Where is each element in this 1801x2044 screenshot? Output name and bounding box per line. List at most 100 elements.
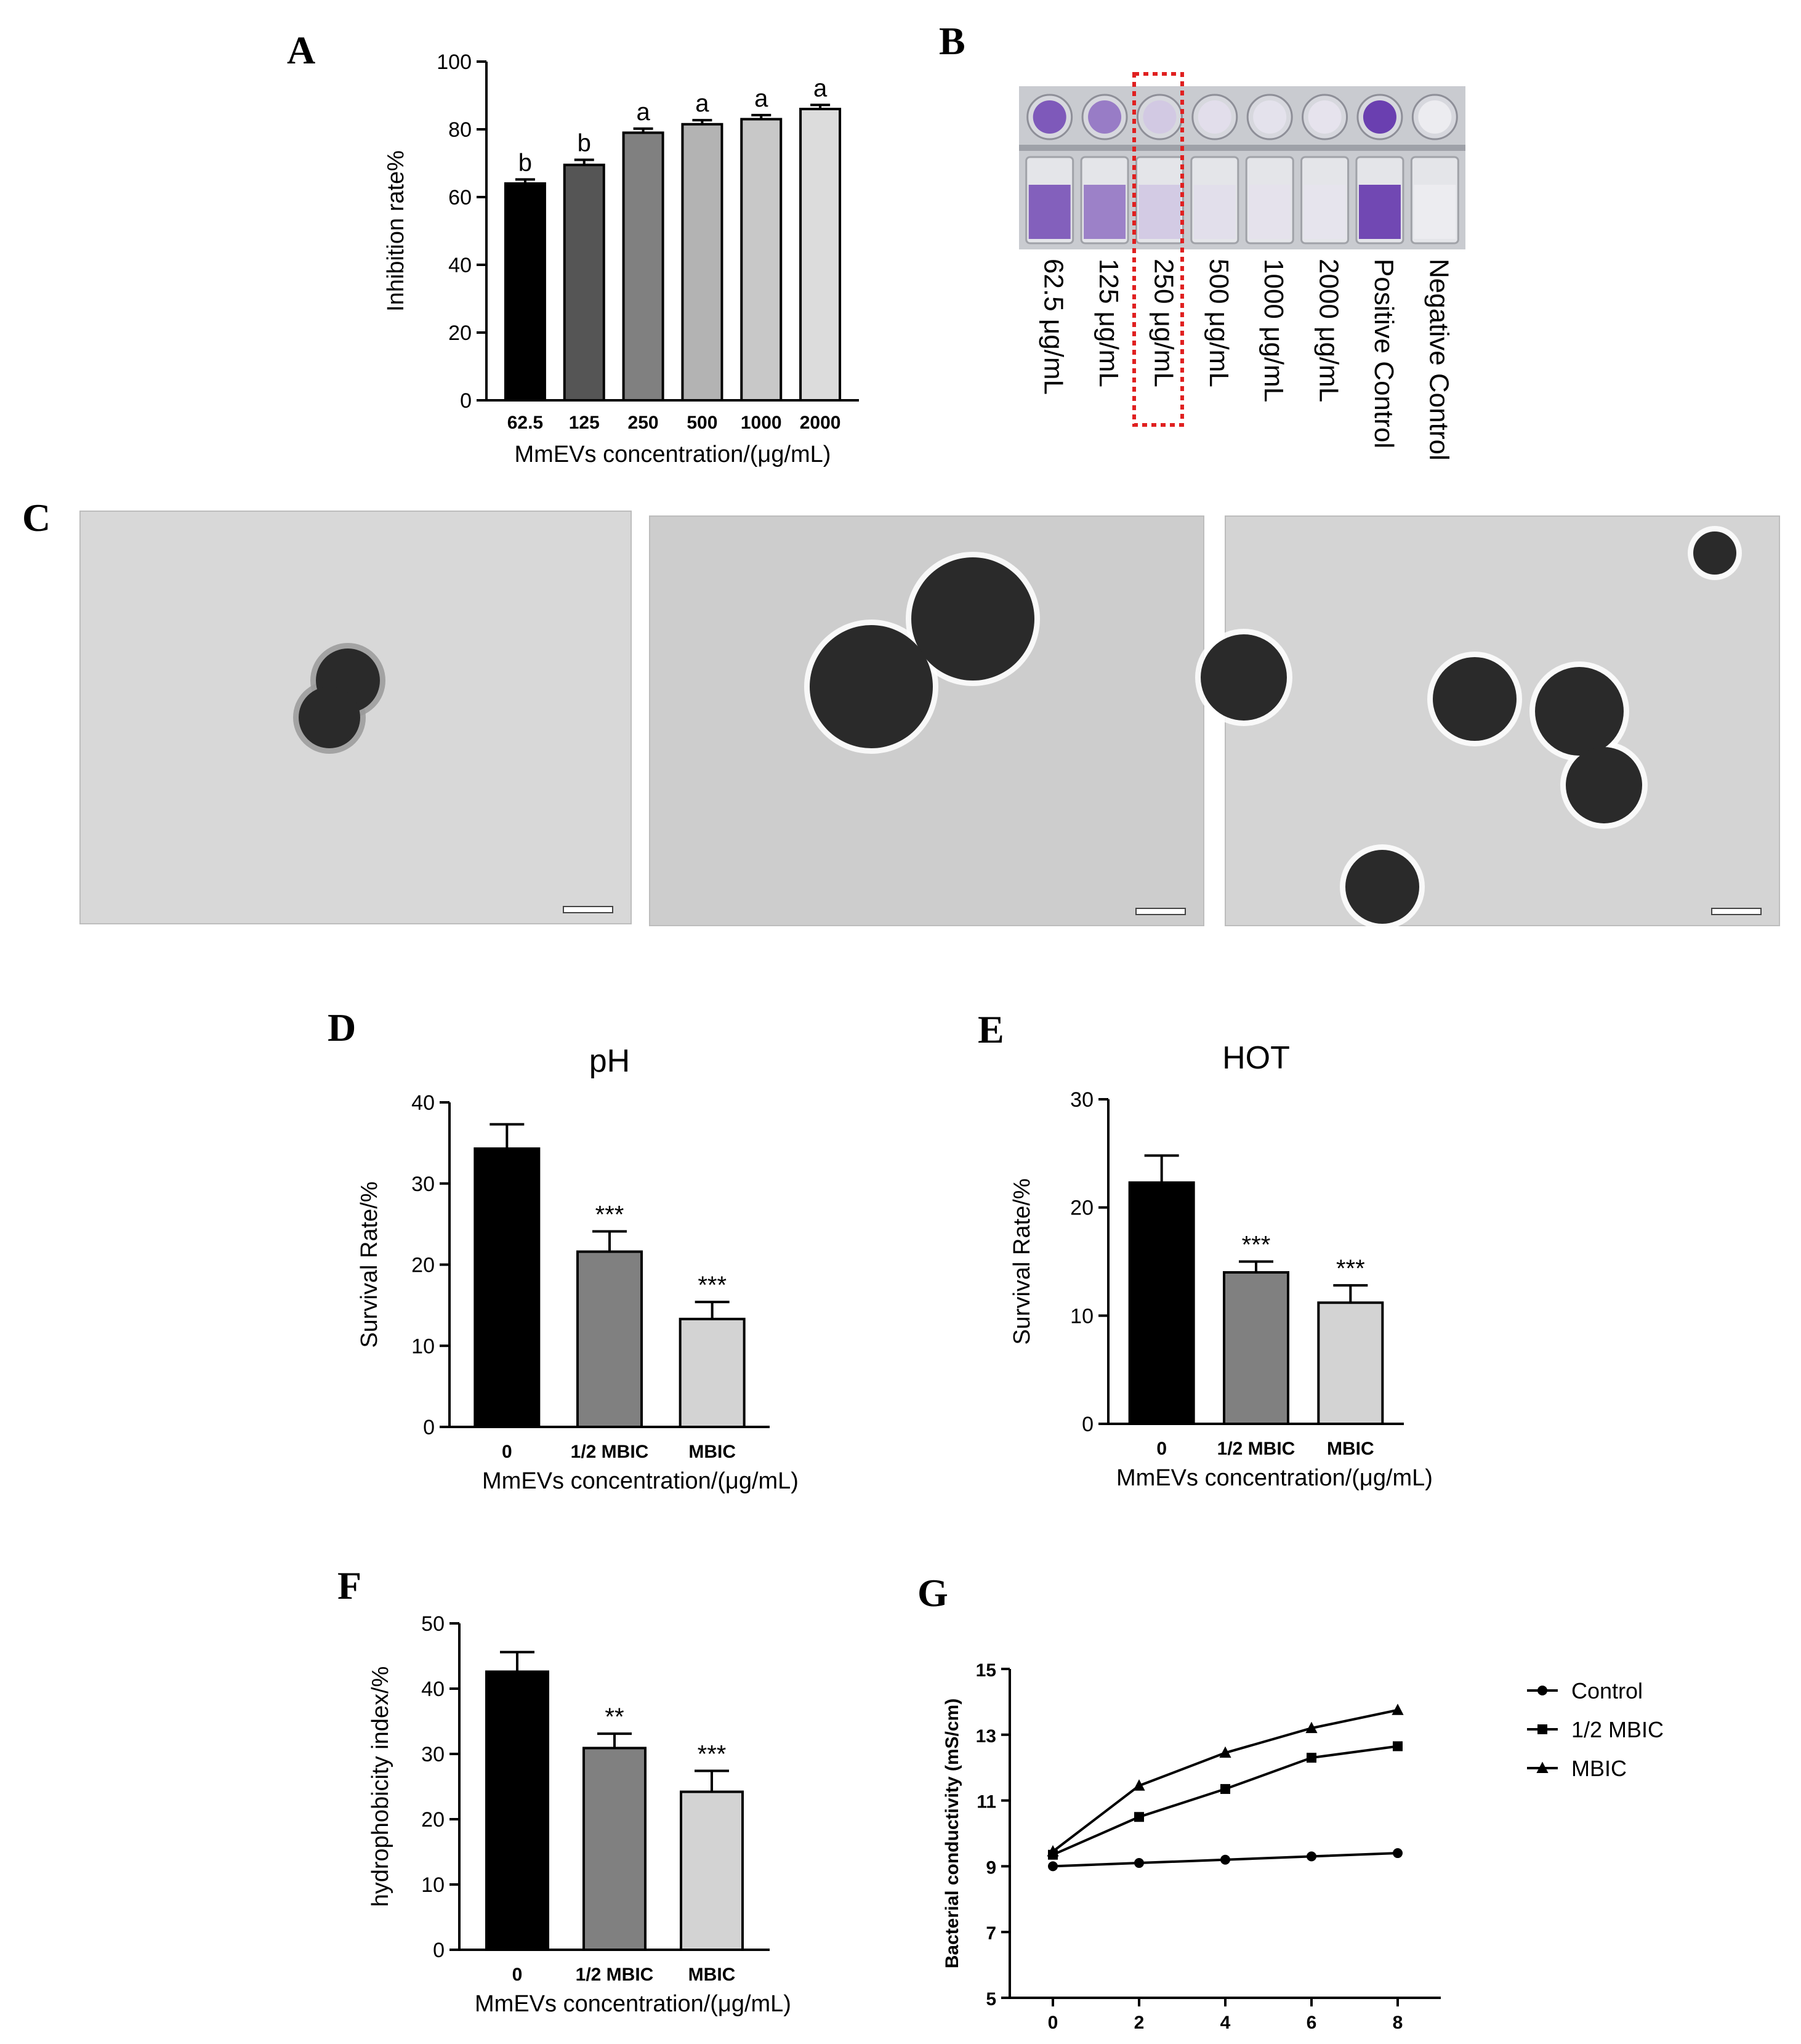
- panel-letter-d: D: [328, 1006, 356, 1049]
- well-side-stain: [1358, 185, 1401, 239]
- y-axis-title: Survival Rate/%: [1009, 1178, 1035, 1344]
- significance-label: b: [578, 130, 591, 157]
- well-side-stain: [1414, 185, 1456, 239]
- cell: [1345, 850, 1419, 924]
- well-top-stain: [1418, 100, 1452, 134]
- well-side-stain: [1193, 185, 1236, 239]
- y-tick-label: 20: [1070, 1197, 1094, 1220]
- data-point-circle: [1307, 1851, 1316, 1862]
- bar: [622, 131, 664, 402]
- well-side-stain: [1303, 185, 1346, 239]
- y-tick-label: 40: [411, 1091, 435, 1115]
- y-tick-label: 0: [433, 1939, 445, 1962]
- x-axis-title: MmEVs concentration/(μg/mL): [515, 442, 831, 467]
- data-point-triangle: [1133, 1779, 1145, 1791]
- cell: [1433, 657, 1517, 741]
- y-axis-title: Survival Rate/%: [357, 1181, 382, 1347]
- y-tick-label: 60: [448, 186, 472, 209]
- data-point-square: [1307, 1753, 1316, 1763]
- x-tick-label: 500: [687, 413, 717, 433]
- series-line: [1052, 1745, 1398, 1856]
- significance-label: a: [636, 99, 650, 126]
- x-tick-label: 4: [1220, 2013, 1231, 2033]
- x-tick-label: 6: [1307, 2013, 1317, 2033]
- data-point-square: [1220, 1783, 1230, 1794]
- data-point-square: [1393, 1741, 1403, 1751]
- y-tick-label: 40: [421, 1678, 445, 1701]
- x-tick-label: 1/2 MBIC: [576, 1965, 654, 1985]
- y-tick-label: 0: [423, 1416, 435, 1439]
- legend-label: MBIC: [1571, 1756, 1627, 1781]
- well-side-stain: [1249, 185, 1291, 239]
- x-tick-label: 1/2 MBIC: [1217, 1439, 1295, 1459]
- panel-letter-b: B: [939, 19, 965, 63]
- well-side-stain: [1028, 185, 1071, 239]
- significance-label: a: [813, 75, 828, 102]
- series-line: [1052, 1708, 1398, 1852]
- panel-letter-e: E: [978, 1008, 1004, 1051]
- well-top-stain: [1253, 100, 1287, 134]
- cell: [299, 687, 360, 748]
- well-top-stain: [1088, 100, 1122, 134]
- significance-label: b: [518, 149, 532, 176]
- micrograph-untreated: [79, 511, 632, 924]
- bar: [1223, 1271, 1289, 1425]
- y-tick-label: 100: [437, 50, 472, 74]
- micrographs: [79, 511, 1780, 929]
- bar: [563, 163, 605, 402]
- panel-letter-a: A: [287, 28, 315, 72]
- scale-bar: [1711, 908, 1762, 915]
- y-tick-label: 20: [448, 321, 472, 345]
- x-tick-label: 1000: [741, 413, 782, 433]
- data-point-square: [1537, 1724, 1547, 1734]
- data-point-triangle: [1392, 1703, 1404, 1715]
- x-tick-label: 0: [1156, 1439, 1167, 1459]
- panel-letter-c: C: [22, 496, 50, 539]
- bar: [681, 123, 723, 402]
- cell: [1566, 747, 1642, 823]
- plate-label: 62.5 μg/mL: [1039, 259, 1069, 395]
- y-tick-label: 40: [448, 254, 472, 277]
- data-point-circle: [1393, 1848, 1403, 1859]
- plate-label: 1000 μg/mL: [1259, 259, 1289, 402]
- bar: [473, 1147, 541, 1429]
- data-point-square: [1134, 1812, 1144, 1822]
- y-tick-label: 30: [421, 1743, 445, 1766]
- legend-label: Control: [1571, 1678, 1643, 1703]
- chart-title: HOT: [1222, 1040, 1290, 1076]
- data-point-triangle: [1047, 1844, 1059, 1857]
- x-tick-label: MBIC: [1327, 1439, 1374, 1459]
- bar: [799, 108, 842, 402]
- bar: [1128, 1181, 1195, 1425]
- data-point-circle: [1048, 1861, 1058, 1872]
- plate-label: 250 μg/mL: [1148, 259, 1179, 387]
- y-tick-label: 20: [411, 1254, 435, 1277]
- cell: [810, 625, 933, 748]
- y-tick-label: 0: [1082, 1413, 1094, 1436]
- well-top-stain: [1033, 100, 1066, 134]
- bar: [485, 1670, 549, 1951]
- x-tick-label: 62.5: [507, 413, 543, 433]
- plate-photo: [1019, 86, 1465, 249]
- y-axis-title: hydrophobicity index/%: [368, 1666, 393, 1907]
- panel-letter-f: F: [337, 1564, 361, 1607]
- chart-e-hot: 0 10 20 30 0 1/2 MBIC *** MBIC *** MmEVs concentr…: [1009, 1040, 1433, 1491]
- micrograph-half-mbic: [649, 515, 1204, 926]
- x-tick-label: 8: [1393, 2013, 1403, 2033]
- y-tick-label: 30: [1070, 1088, 1094, 1112]
- y-tick-label: 80: [448, 118, 472, 142]
- scale-bar: [563, 906, 613, 913]
- y-tick-label: 10: [421, 1873, 445, 1897]
- x-tick-label: 1/2 MBIC: [571, 1442, 649, 1462]
- significance-label: ***: [1242, 1232, 1271, 1259]
- highlight-box-250: [1132, 72, 1184, 427]
- cell: [1535, 667, 1624, 756]
- plate-labels: 62.5 μg/mL 125 μg/mL 250 μg/mL 500 μg/mL 100…: [1039, 259, 1454, 461]
- x-tick-label: MBIC: [688, 1442, 736, 1462]
- cell: [1201, 634, 1287, 721]
- x-tick-label: MBIC: [688, 1965, 736, 1985]
- significance-label: ***: [698, 1272, 727, 1299]
- x-axis-title: MmEVs concentration/(μg/mL): [475, 1991, 791, 2017]
- well-top-stain: [1198, 100, 1231, 134]
- significance-label: a: [754, 85, 768, 112]
